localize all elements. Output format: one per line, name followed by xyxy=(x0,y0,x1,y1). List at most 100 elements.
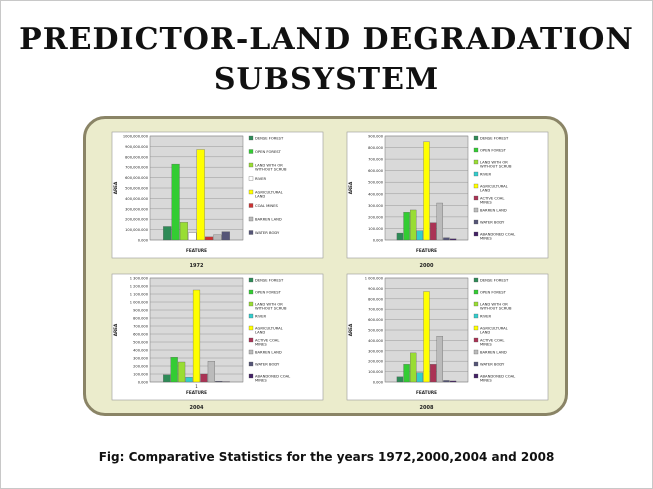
legend-label: DENSE FOREST xyxy=(480,279,509,283)
legend-label: AGRICULTURAL LAND xyxy=(255,191,284,199)
legend-label: WATER BODY xyxy=(255,363,280,367)
y-tick-label: 300,000.000 xyxy=(125,207,149,211)
x-axis-label: FEATURE xyxy=(416,390,437,395)
bar xyxy=(396,232,404,241)
y-tick-label: 1 300.000 xyxy=(130,277,149,281)
y-tick-label: 1 000.000 xyxy=(365,277,384,281)
bar xyxy=(449,380,457,383)
y-tick-label: 0.000 xyxy=(373,381,384,385)
legend-swatch xyxy=(473,147,479,153)
legend-swatch xyxy=(473,313,479,319)
y-axis-label: AREA xyxy=(348,323,353,336)
y-tick-label: 900.000 xyxy=(133,309,149,313)
chart-title: 2008 xyxy=(420,405,434,411)
y-tick-label: 0.000 xyxy=(373,239,384,243)
legend-label: BARREN LAND xyxy=(255,218,282,222)
legend-swatch xyxy=(248,325,254,331)
y-axis-label: AREA xyxy=(113,181,118,194)
legend-label: BARREN LAND xyxy=(480,351,507,355)
y-tick-label: 900.000 xyxy=(368,135,384,139)
legend-swatch xyxy=(248,277,254,283)
bar xyxy=(171,163,180,241)
legend-label: BARREN LAND xyxy=(480,209,507,213)
bar xyxy=(423,291,430,383)
legend-label: ABANDONED COAL MINES xyxy=(255,375,291,383)
y-tick-label: 100.000 xyxy=(368,227,384,231)
bar xyxy=(163,226,172,241)
bar xyxy=(192,289,201,383)
legend-label: LAND WITH OR WITHOUT SCRUB xyxy=(480,303,512,311)
y-tick-label: 1 100.000 xyxy=(130,293,149,297)
y-tick-label: 400.000 xyxy=(133,349,149,353)
legend-label: WATER BODY xyxy=(480,221,505,225)
chart-title: 2000 xyxy=(420,263,434,269)
legend-label: AGRICULTURAL LAND xyxy=(480,185,509,193)
y-tick-label: 100.000 xyxy=(368,370,384,374)
bar xyxy=(221,231,230,241)
y-tick-label: 200,000.000 xyxy=(125,218,149,222)
bar xyxy=(443,380,450,383)
y-tick-label: 400.000 xyxy=(368,339,384,343)
y-tick-label: 300.000 xyxy=(133,357,149,361)
legend-swatch xyxy=(248,162,254,168)
slide-title-line2: SUBSYSTEM xyxy=(213,62,440,97)
legend-swatch xyxy=(473,277,479,283)
bar xyxy=(403,212,410,241)
legend-label: DENSE FOREST xyxy=(480,137,509,141)
figure-caption: Fig: Comparative Statistics for the year… xyxy=(98,450,555,464)
bar xyxy=(163,374,171,383)
slide-title-line1: PREDICTOR-LAND DEGRADATION xyxy=(19,22,634,57)
bar xyxy=(179,222,188,241)
legend-swatch xyxy=(248,301,254,307)
legend-label: ABANDONED COAL MINES xyxy=(480,233,516,241)
y-tick-label: 200.000 xyxy=(368,360,384,364)
bar xyxy=(170,357,178,383)
y-tick-label: 400.000 xyxy=(368,192,384,196)
x-axis-label: FEATURE xyxy=(186,390,207,395)
legend-swatch xyxy=(248,203,254,208)
bar xyxy=(429,222,437,241)
legend-label: AGRICULTURAL LAND xyxy=(480,327,509,335)
y-tick-label: 700.000 xyxy=(133,325,149,329)
legend-swatch xyxy=(473,325,479,331)
y-tick-label: 200.000 xyxy=(133,365,149,369)
bar xyxy=(449,238,457,241)
y-tick-label: 400,000.000 xyxy=(125,197,149,201)
y-axis-label: AREA xyxy=(348,181,353,194)
legend-swatch xyxy=(248,349,254,355)
legend-label: BARREN LAND xyxy=(255,351,282,355)
legend-swatch xyxy=(473,171,479,177)
x-axis-label: FEATURE xyxy=(416,248,437,253)
legend-label: LAND WITH OR WITHOUT SCRUB xyxy=(255,303,287,311)
y-tick-label: 1000,000.000 xyxy=(123,135,149,139)
legend-label: ABANDONED COAL MINES xyxy=(480,375,516,383)
legend-label: RIVER xyxy=(255,177,267,181)
y-tick-label: 800.000 xyxy=(368,146,384,150)
chart-title: 2004 xyxy=(190,405,204,411)
bar xyxy=(423,141,430,241)
bar xyxy=(403,364,410,383)
y-tick-label: 800.000 xyxy=(133,317,149,321)
bar xyxy=(436,202,443,241)
chart-2004: 0.000 100.000 200.000 300.000 400.000 500.000… xyxy=(111,273,324,411)
bar xyxy=(443,237,450,241)
legend-label: RIVER xyxy=(255,315,267,319)
legend-label: OPEN FOREST xyxy=(480,149,507,153)
bar xyxy=(429,364,437,383)
y-tick-label: 1 200.000 xyxy=(130,285,149,289)
y-tick-label: 500.000 xyxy=(368,329,384,333)
legend-label: OPEN FOREST xyxy=(255,291,282,295)
bar xyxy=(207,361,215,383)
y-tick-label: 0.000 xyxy=(138,239,149,243)
legend-label: AGRICULTURAL LAND xyxy=(255,327,284,335)
x-tick-label: 1 xyxy=(195,384,198,389)
y-tick-label: 900,000.000 xyxy=(125,145,149,149)
legend-swatch xyxy=(473,361,479,367)
y-tick-label: 900.000 xyxy=(368,287,384,291)
legend-swatch xyxy=(473,135,479,141)
legend-swatch xyxy=(473,159,479,165)
legend-swatch xyxy=(473,219,479,225)
bar xyxy=(178,361,186,383)
bar xyxy=(436,336,443,383)
y-tick-label: 700,000.000 xyxy=(125,166,149,170)
